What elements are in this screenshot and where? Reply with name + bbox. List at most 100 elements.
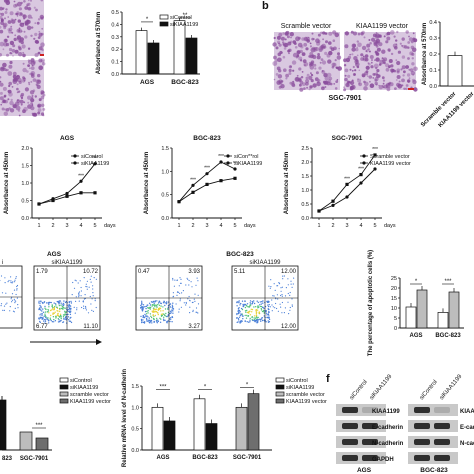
stain-dot [410, 70, 416, 76]
stain-dot [314, 47, 319, 51]
flow-event [147, 312, 149, 314]
flow-event [53, 318, 55, 321]
stain-dot [365, 50, 368, 52]
stain-dot [328, 50, 333, 56]
flow-event [268, 318, 271, 321]
flow-event [149, 306, 151, 308]
stain-dot [396, 82, 401, 87]
stain-dot [0, 29, 4, 34]
flow-event [257, 319, 260, 321]
stain-dot [273, 55, 277, 60]
stain-dot [37, 108, 42, 112]
stain-dot [375, 67, 378, 70]
legend-label: siKIAA1199 [70, 385, 98, 391]
legend-label: siControl [70, 378, 92, 384]
stain-dot [13, 0, 16, 3]
stain-dot [344, 31, 349, 36]
flow-event [158, 304, 161, 306]
stain-dot [40, 95, 45, 100]
stain-dot [411, 62, 415, 66]
scale-bar [40, 54, 44, 56]
stain-dot [18, 52, 23, 57]
flow-event [44, 322, 46, 324]
flow-event [75, 300, 77, 302]
flow-event [175, 303, 177, 305]
stain-dot [27, 47, 31, 50]
y-tick-label: 25 [391, 276, 397, 282]
stain-dot [362, 55, 365, 58]
flow-event [47, 319, 49, 321]
stain-dot [382, 79, 386, 82]
flow-event [268, 317, 270, 319]
flow-event [38, 302, 40, 304]
flow-event [155, 304, 157, 306]
flow-event [147, 310, 149, 312]
stain-dot [403, 87, 406, 91]
flow-event [185, 284, 187, 286]
stain-dot [354, 69, 357, 72]
flow-event [167, 306, 169, 309]
bar-scramble [19, 431, 33, 451]
flow-event [63, 300, 65, 302]
flow-event [51, 321, 54, 323]
flow-event [188, 279, 190, 282]
flow-event [144, 310, 147, 313]
flow-event [52, 313, 54, 315]
flow-event [192, 310, 194, 313]
stain-dot [19, 23, 22, 27]
flow-event [271, 299, 273, 301]
y-tick-label: 0.1 [111, 60, 119, 66]
quadrant-ul-value: 5.11 [234, 269, 246, 275]
flow-event [54, 320, 57, 322]
stain-dot [385, 40, 389, 44]
flow-event [163, 300, 165, 303]
blot-lane-label: siKIAA1199 [369, 373, 394, 401]
stain-dot [306, 86, 309, 89]
blot-band [414, 455, 430, 461]
stain-dot [26, 25, 32, 31]
flow-event [78, 296, 80, 298]
flow-event [90, 275, 92, 277]
flow-event [253, 315, 256, 317]
flow-event [10, 276, 12, 278]
flow-event [48, 304, 50, 306]
flow-event [89, 295, 91, 298]
micrograph-kiaa-vector [343, 30, 418, 92]
series-point-siKIAA1199 [51, 198, 55, 203]
flow-event [272, 295, 274, 297]
flow-event [39, 317, 41, 319]
series-point-siKIAA1199 [177, 200, 181, 204]
flow-event [147, 316, 149, 318]
stain-dot [9, 60, 13, 65]
flow-event [162, 302, 165, 304]
stain-dot [27, 64, 30, 67]
stain-dot [349, 68, 352, 71]
stain-dot [387, 84, 391, 89]
flow-event [249, 310, 251, 312]
flow-event [89, 278, 91, 280]
stain-dot [352, 43, 357, 48]
flow-event [53, 312, 55, 314]
stain-dot [413, 87, 418, 92]
flow-event [51, 309, 53, 311]
flow-event [164, 319, 166, 321]
stain-dot [27, 14, 32, 19]
flow-event [189, 306, 191, 308]
stain-dot [278, 79, 283, 84]
flow-event [259, 304, 261, 306]
flow-event [194, 293, 196, 295]
stain-dot [15, 105, 21, 111]
flow-event [144, 315, 147, 317]
stain-dot [42, 108, 46, 111]
flow-event [251, 319, 253, 321]
flow-event [236, 305, 238, 307]
flow-event [92, 288, 94, 290]
stain-dot [11, 31, 14, 34]
flow-event [178, 311, 180, 313]
stain-dot [272, 42, 277, 47]
y-tick-label: 1.5 [301, 174, 309, 180]
y-axis-label: Absorbance at 450nm [144, 152, 150, 214]
flow-event [240, 320, 243, 322]
stain-dot [408, 35, 410, 38]
stain-dot [37, 79, 41, 83]
